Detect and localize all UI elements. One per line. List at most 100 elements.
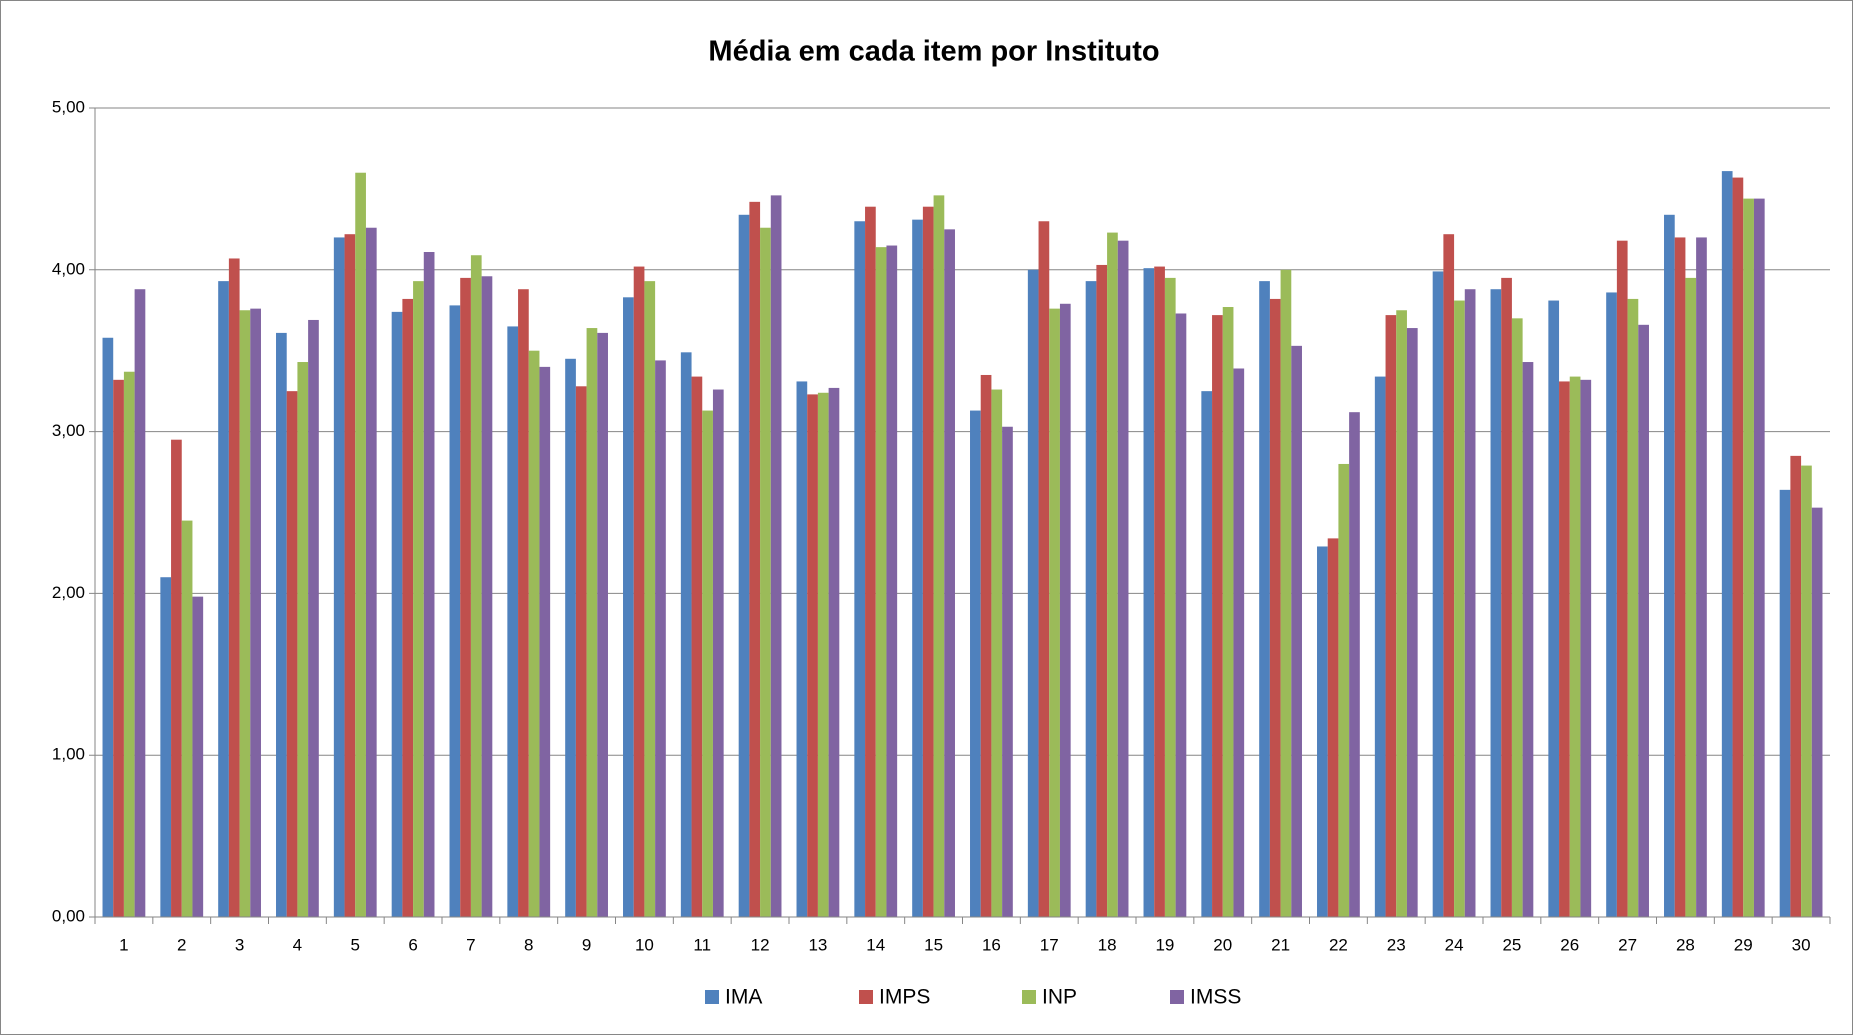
bar — [865, 206, 876, 917]
y-tick-label: 0,00 — [52, 906, 85, 925]
bar — [1685, 277, 1697, 917]
x-tick-label: 3 — [235, 935, 244, 954]
bar — [470, 255, 482, 917]
bar — [1002, 426, 1013, 917]
x-tick-label: 9 — [582, 935, 591, 954]
bar — [1175, 313, 1187, 918]
bar — [1222, 307, 1234, 917]
bar — [228, 258, 240, 917]
bar — [1374, 376, 1386, 917]
x-tick-label: 25 — [1502, 935, 1521, 954]
bar — [365, 227, 377, 917]
bar — [1501, 277, 1512, 917]
bar — [1432, 271, 1444, 918]
bar — [1027, 269, 1039, 917]
chart-title: Média em cada item por Instituto — [708, 36, 1159, 68]
bar — [623, 297, 634, 917]
bar — [1327, 538, 1339, 917]
bar — [1406, 328, 1418, 918]
bar — [807, 394, 818, 917]
bar — [1743, 198, 1754, 917]
bar — [1096, 264, 1108, 917]
bar — [749, 201, 761, 917]
bar — [391, 311, 403, 917]
bar — [1385, 315, 1397, 917]
bar — [355, 172, 366, 918]
bar — [1721, 171, 1733, 918]
bar — [1790, 455, 1802, 917]
bar — [1638, 324, 1649, 917]
bar — [1779, 489, 1791, 917]
bar — [565, 358, 576, 917]
bar — [528, 350, 540, 917]
y-tick-label: 3,00 — [52, 421, 85, 440]
bar — [134, 289, 146, 917]
bar — [1732, 177, 1744, 918]
bar — [239, 310, 251, 917]
bar — [886, 245, 898, 917]
bar — [655, 360, 666, 918]
bar — [770, 195, 782, 917]
x-tick-label: 7 — [466, 935, 475, 954]
bar — [1664, 214, 1675, 918]
x-tick-label: 26 — [1560, 935, 1579, 954]
bar — [970, 410, 981, 917]
bar — [539, 366, 551, 917]
x-tick-label: 1 — [119, 935, 128, 954]
x-tick-label: 29 — [1734, 935, 1753, 954]
legend-swatch — [1022, 990, 1036, 1004]
bar — [413, 281, 424, 918]
bar — [113, 379, 124, 918]
x-tick-label: 8 — [524, 935, 533, 954]
bar — [192, 596, 204, 917]
bar — [250, 308, 261, 918]
legend-label: IMSS — [1190, 986, 1241, 1009]
bar — [1317, 546, 1328, 917]
bar — [1291, 345, 1302, 917]
bar — [171, 439, 182, 917]
bar — [1627, 298, 1639, 917]
bar — [1338, 463, 1350, 917]
x-tick-label: 18 — [1098, 935, 1117, 954]
bar — [575, 386, 587, 917]
x-tick-label: 28 — [1676, 935, 1695, 954]
bar — [1569, 376, 1581, 917]
x-tick-label: 21 — [1271, 935, 1290, 954]
bar — [1280, 269, 1292, 917]
bar — [760, 227, 771, 917]
x-tick-label: 16 — [982, 935, 1001, 954]
bar — [991, 389, 1003, 918]
bar — [1696, 237, 1707, 917]
bar — [1606, 292, 1617, 917]
x-tick-label: 20 — [1213, 935, 1232, 954]
bar — [1107, 232, 1118, 917]
x-tick-label: 2 — [177, 935, 186, 954]
bar — [1674, 237, 1686, 917]
x-tick-label: 11 — [693, 935, 711, 954]
bar — [1164, 277, 1176, 917]
bar — [449, 305, 461, 917]
bar — [944, 229, 955, 918]
bar — [922, 206, 934, 917]
bar — [402, 298, 414, 917]
bar — [1259, 281, 1270, 918]
bar — [680, 352, 692, 917]
bar — [1117, 240, 1129, 917]
bar — [828, 387, 840, 917]
bar — [1143, 268, 1155, 917]
legend-label: INP — [1042, 986, 1077, 1009]
bar — [691, 376, 703, 917]
bar — [1559, 381, 1570, 917]
bar — [181, 520, 193, 917]
bar — [1490, 289, 1502, 917]
bar — [286, 391, 298, 917]
x-tick-label: 17 — [1040, 935, 1059, 954]
bar — [1049, 308, 1060, 918]
bar — [796, 381, 808, 917]
bar — [597, 332, 608, 918]
bar — [460, 277, 471, 917]
bar — [1201, 391, 1213, 917]
legend-label: IMPS — [879, 986, 930, 1009]
x-tick-label: 22 — [1329, 935, 1348, 954]
